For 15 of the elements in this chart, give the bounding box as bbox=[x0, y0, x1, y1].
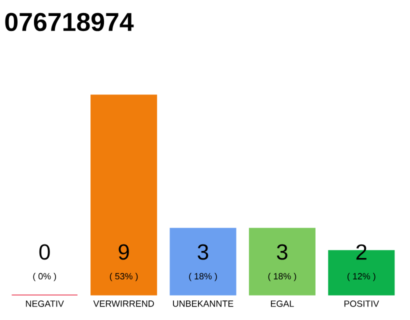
data-label: 9 bbox=[118, 244, 129, 260]
x-tick-label: POSITIV bbox=[344, 300, 380, 307]
chart-title: 076718974 bbox=[5, 12, 134, 32]
data-label: 3 bbox=[198, 244, 208, 260]
annotation: ( 0% ) bbox=[33, 272, 56, 282]
data-label: 3 bbox=[276, 244, 288, 260]
annotation: ( 12% ) bbox=[348, 272, 376, 282]
annotation: ( 18% ) bbox=[268, 272, 296, 282]
x-tick-label: VERWIRREND bbox=[93, 300, 154, 307]
x-tick-label: NEGATIV bbox=[26, 300, 64, 307]
x-tick-label: UNBEKANNTE bbox=[173, 300, 234, 307]
x-tick-label: EGAL bbox=[270, 300, 294, 307]
annotation: ( 53% ) bbox=[110, 272, 138, 282]
data-label: 0 bbox=[39, 244, 50, 260]
annotation: ( 18% ) bbox=[189, 272, 217, 282]
